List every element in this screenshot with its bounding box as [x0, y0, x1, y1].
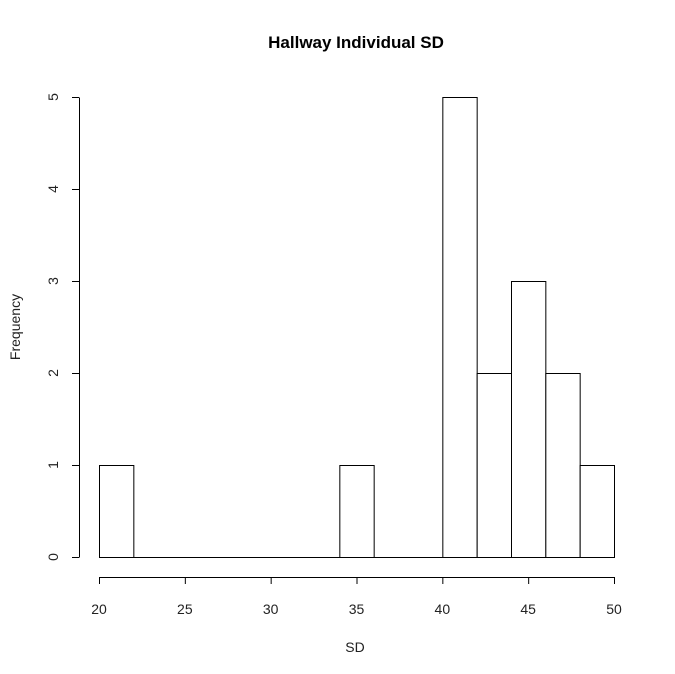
y-tick-label: 1 [45, 461, 61, 469]
x-tick-label: 25 [177, 601, 193, 617]
x-tick-label: 35 [349, 601, 365, 617]
histogram-bar-13 [545, 373, 581, 558]
y-axis: 0 1 2 3 4 5 [45, 93, 80, 561]
y-tick-label: 3 [45, 277, 61, 285]
x-tick-label: 20 [91, 601, 107, 617]
x-tick-label: 30 [263, 601, 279, 617]
x-axis: 20 25 30 35 40 45 50 [91, 577, 622, 617]
y-axis-label: Frequency [7, 294, 23, 360]
y-tick-label: 4 [45, 185, 61, 193]
histogram-bar-7 [339, 465, 375, 558]
y-tick-label: 2 [45, 369, 61, 377]
y-tick-label: 0 [45, 553, 61, 561]
y-tick-label: 5 [45, 93, 61, 101]
histogram-bar-10 [442, 97, 478, 558]
histogram-bar-11 [476, 373, 512, 558]
x-axis-label: SD [345, 639, 364, 655]
x-tick-label: 45 [520, 601, 536, 617]
bars-group [99, 97, 616, 558]
x-tick-label: 50 [606, 601, 622, 617]
chart-title: Hallway Individual SD [268, 33, 444, 52]
histogram-bar-14 [579, 465, 616, 558]
histogram-bar-12 [511, 281, 547, 558]
histogram-bar-0 [99, 465, 135, 558]
x-tick-label: 40 [435, 601, 451, 617]
